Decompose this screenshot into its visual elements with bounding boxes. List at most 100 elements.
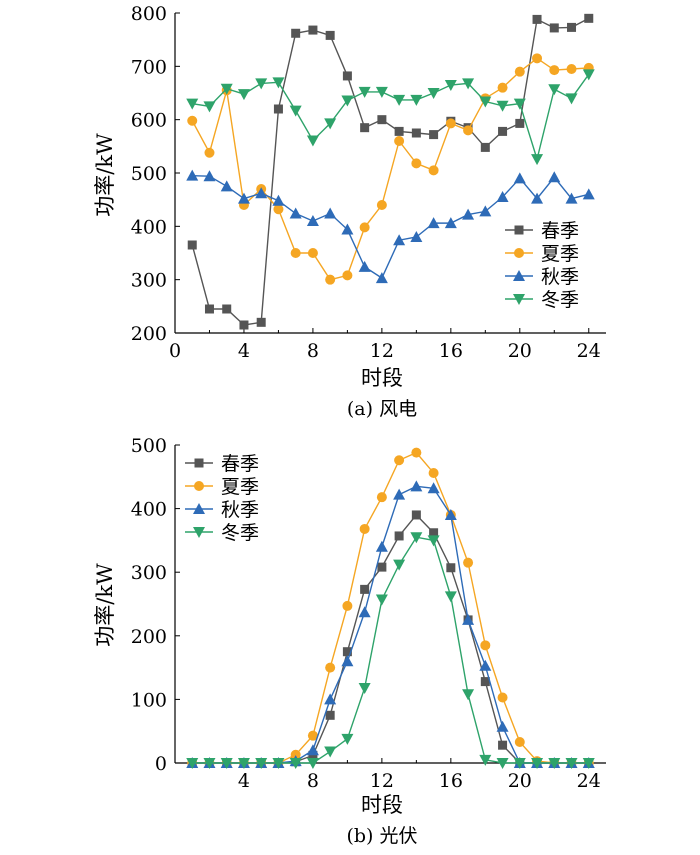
- data-point: [220, 758, 233, 769]
- data-point: [255, 78, 268, 90]
- data-point: [306, 215, 319, 226]
- data-point: [496, 100, 509, 112]
- data-point: [479, 754, 492, 766]
- y-tick-label: 400: [131, 216, 167, 238]
- data-point: [514, 737, 525, 748]
- series-line: [192, 513, 589, 764]
- data-point: [273, 204, 284, 215]
- data-point: [289, 105, 302, 117]
- data-point: [498, 126, 508, 136]
- series-line: [192, 73, 590, 162]
- data-point: [359, 222, 370, 233]
- data-point: [325, 30, 335, 40]
- data-point: [341, 655, 354, 667]
- data-point: [411, 510, 421, 520]
- xlabel-a: 时段: [361, 366, 403, 390]
- data-point: [255, 758, 268, 769]
- x-tick-label: 4: [238, 340, 250, 362]
- data-point: [567, 22, 577, 32]
- x-tick-label: 4: [238, 770, 250, 792]
- data-point: [462, 78, 475, 90]
- data-point: [307, 730, 318, 741]
- legend-marker: [514, 248, 524, 258]
- series-b-0: [187, 510, 594, 768]
- data-point: [306, 744, 319, 756]
- data-point: [237, 758, 250, 769]
- data-point: [358, 86, 371, 98]
- data-point: [341, 733, 354, 745]
- data-point: [237, 89, 250, 101]
- data-point: [497, 692, 508, 703]
- data-point: [479, 205, 492, 217]
- data-point: [393, 559, 406, 571]
- data-point: [359, 523, 370, 534]
- x-tick-label: 24: [577, 340, 601, 362]
- data-point: [549, 23, 559, 33]
- data-point: [376, 492, 387, 503]
- caption-b: (b) 光伏: [346, 825, 417, 847]
- data-point: [496, 191, 509, 202]
- data-point: [513, 172, 526, 184]
- data-point: [220, 83, 233, 95]
- data-point: [272, 77, 285, 89]
- data-point: [308, 25, 318, 35]
- data-point: [531, 192, 544, 204]
- data-point: [479, 659, 492, 671]
- data-point: [410, 94, 423, 106]
- data-point: [479, 96, 492, 108]
- series-a-3: [186, 69, 595, 166]
- data-point: [582, 69, 595, 81]
- data-point: [342, 71, 352, 81]
- data-point: [463, 557, 474, 568]
- data-point: [377, 115, 387, 125]
- data-point: [394, 531, 404, 541]
- data-point: [186, 758, 199, 769]
- data-point: [496, 758, 509, 769]
- data-point: [220, 180, 233, 192]
- series-a-1: [187, 53, 594, 285]
- ylabel-b: 功率/kW: [93, 563, 117, 647]
- legend-label: 夏季: [541, 243, 579, 265]
- data-point: [582, 188, 595, 200]
- data-point: [428, 467, 439, 478]
- series-line: [191, 57, 589, 281]
- data-point: [222, 304, 232, 314]
- series-b-3: [186, 532, 595, 769]
- legend-marker: [194, 458, 204, 468]
- data-point: [532, 53, 543, 64]
- data-point: [444, 80, 457, 91]
- data-point: [375, 272, 388, 284]
- data-point: [187, 240, 197, 250]
- series-a-2: [186, 169, 595, 284]
- data-point: [187, 115, 198, 126]
- data-point: [394, 455, 405, 466]
- y-tick-label: 700: [131, 56, 167, 78]
- y-tick-label: 200: [131, 323, 167, 345]
- data-point: [203, 101, 216, 113]
- data-point: [393, 234, 406, 246]
- data-point: [427, 217, 440, 229]
- x-tick-label: 12: [370, 770, 394, 792]
- x-tick-label: 8: [307, 340, 319, 362]
- legend-label: 冬季: [221, 522, 259, 544]
- data-point: [237, 192, 250, 204]
- data-point: [307, 248, 318, 258]
- data-point: [462, 613, 475, 625]
- data-point: [410, 532, 423, 544]
- data-point: [375, 540, 388, 552]
- data-point: [463, 125, 474, 136]
- data-point: [531, 154, 544, 166]
- data-point: [358, 606, 371, 618]
- data-point: [444, 508, 457, 520]
- y-tick-label: 600: [131, 110, 167, 132]
- data-point: [342, 600, 353, 611]
- data-point: [446, 563, 456, 573]
- data-point: [428, 165, 439, 176]
- data-point: [324, 207, 337, 219]
- data-point: [324, 746, 337, 758]
- series-line: [192, 536, 589, 764]
